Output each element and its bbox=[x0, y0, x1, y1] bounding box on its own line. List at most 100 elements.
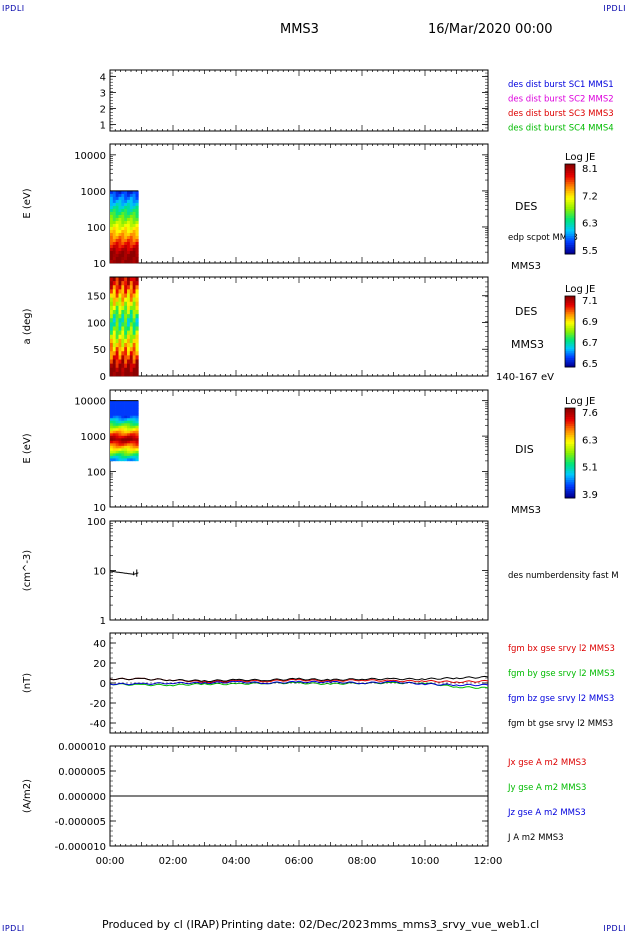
spectrogram-cell bbox=[129, 453, 133, 457]
spectrogram-cell bbox=[124, 211, 128, 216]
colorbar-cell bbox=[565, 426, 575, 429]
colorbar-tick-label: 6.7 bbox=[582, 338, 598, 349]
spectrogram-cell bbox=[118, 277, 122, 282]
spectrogram-cell bbox=[124, 359, 128, 364]
spectrogram-cell bbox=[129, 425, 133, 429]
spectrogram-cell bbox=[132, 199, 136, 204]
spectrogram-cell bbox=[124, 205, 128, 210]
spectrogram-cell bbox=[135, 326, 139, 331]
spectrogram-cell bbox=[110, 443, 114, 447]
spectrogram-cell bbox=[124, 238, 128, 243]
spectrogram-cell bbox=[121, 223, 125, 228]
series-label: fgm bt gse srvy l2 MMS3 bbox=[508, 719, 613, 729]
colorbar-cell bbox=[565, 439, 575, 443]
spectrogram-cell bbox=[112, 220, 116, 225]
spectrogram-cell bbox=[129, 202, 133, 207]
spectrogram-cell bbox=[110, 202, 114, 207]
spectrogram-cell bbox=[135, 318, 139, 323]
spectrogram-cell bbox=[110, 415, 114, 419]
spectrogram-cell bbox=[115, 259, 119, 264]
colorbar-cell bbox=[565, 317, 575, 320]
spectrogram-cell bbox=[127, 322, 131, 327]
panel-frame bbox=[109, 69, 489, 132]
spectrogram-cell bbox=[115, 220, 119, 225]
y-tick-label: 100 bbox=[87, 223, 106, 234]
colorbar-cell bbox=[565, 215, 575, 219]
spectrogram-cell bbox=[121, 217, 125, 222]
spectrogram-cell bbox=[124, 277, 128, 282]
spectrogram-cell bbox=[118, 435, 122, 439]
spectrogram-cell bbox=[127, 211, 131, 216]
spectrogram-cell bbox=[129, 244, 133, 249]
spectrogram-cell bbox=[124, 445, 128, 449]
spectrogram-cell bbox=[127, 229, 131, 234]
spectrogram-cell bbox=[129, 430, 133, 434]
spectrogram-cell bbox=[115, 448, 119, 452]
spectrogram-cell bbox=[115, 408, 119, 412]
spectrogram-cell bbox=[110, 241, 114, 246]
colorbar-cell bbox=[565, 227, 575, 230]
corner-label-top-left: IPDLI bbox=[2, 4, 25, 13]
spectrogram-cell bbox=[132, 256, 136, 261]
y-tick-label: 0 bbox=[100, 372, 106, 383]
colorbar-cell bbox=[565, 484, 575, 488]
spectrogram-cell bbox=[124, 450, 128, 454]
colorbar-cell bbox=[565, 315, 575, 318]
spectrogram-cell bbox=[135, 330, 139, 336]
spectrogram-cell bbox=[115, 293, 119, 298]
spectrogram-cell bbox=[127, 247, 131, 252]
spectrogram-cell bbox=[132, 253, 136, 258]
spectrogram-cell bbox=[124, 425, 128, 429]
spectrogram-cell bbox=[110, 205, 114, 210]
spectrogram-cell bbox=[110, 229, 114, 234]
spectrogram-cell bbox=[129, 214, 133, 219]
spectrogram-cell bbox=[112, 253, 116, 258]
spectrogram-cell bbox=[118, 305, 122, 311]
spectrogram-cell bbox=[121, 445, 125, 449]
spectrogram-cell bbox=[121, 355, 125, 360]
spectrogram-cell bbox=[132, 435, 136, 439]
spectrogram-cell bbox=[135, 363, 139, 369]
spectrogram-cell bbox=[115, 211, 119, 216]
colorbar-cell bbox=[565, 419, 575, 422]
colorbar-cell bbox=[565, 303, 575, 306]
spectrogram-cell bbox=[127, 196, 131, 201]
y-tick-label: 0 bbox=[100, 679, 106, 690]
spectrogram-cell bbox=[135, 310, 139, 315]
spectrogram-cell bbox=[129, 238, 133, 243]
spectrogram-cell bbox=[132, 413, 136, 417]
spectrogram-cell bbox=[110, 310, 114, 315]
spectrogram-cell bbox=[129, 428, 133, 432]
spectrogram-cell bbox=[121, 281, 125, 286]
spectrogram-cell bbox=[110, 420, 114, 424]
colorbar-cell bbox=[565, 213, 575, 217]
colorbar-cell bbox=[565, 486, 575, 490]
colorbar-cell bbox=[565, 220, 575, 223]
spectrogram-cell bbox=[110, 289, 114, 294]
spectrogram-cell bbox=[135, 220, 139, 225]
spectrogram-cell bbox=[135, 367, 139, 373]
spectrogram-cell bbox=[124, 217, 128, 222]
spectrogram-cell bbox=[121, 259, 125, 264]
spectrogram-cell bbox=[135, 229, 139, 234]
spectrogram-cell bbox=[124, 318, 128, 323]
spectrogram-cell bbox=[110, 217, 114, 222]
panel-right-label: DES bbox=[515, 200, 537, 213]
series-label: Jx gse A m2 MMS3 bbox=[507, 758, 586, 768]
spectrogram-cell bbox=[132, 425, 136, 429]
spectrogram-cell bbox=[127, 199, 131, 204]
spectrogram-cell bbox=[135, 435, 139, 439]
colorbar-frame bbox=[564, 407, 576, 499]
spectrogram-cell bbox=[127, 326, 131, 331]
spectrogram-cell bbox=[132, 229, 136, 234]
spectrogram-cell bbox=[121, 305, 125, 311]
spectrogram-cell bbox=[115, 205, 119, 210]
y-tick-label: 1 bbox=[100, 121, 106, 132]
y-tick-label: 3 bbox=[100, 88, 106, 99]
spectrogram-cell bbox=[124, 435, 128, 439]
spectrogram-cell bbox=[132, 208, 136, 213]
spectrogram-cell bbox=[135, 289, 139, 294]
spectrogram-cell bbox=[129, 205, 133, 210]
spectrogram-cell bbox=[118, 310, 122, 315]
panel-right-bottom-label: 140-167 eV bbox=[496, 372, 554, 383]
